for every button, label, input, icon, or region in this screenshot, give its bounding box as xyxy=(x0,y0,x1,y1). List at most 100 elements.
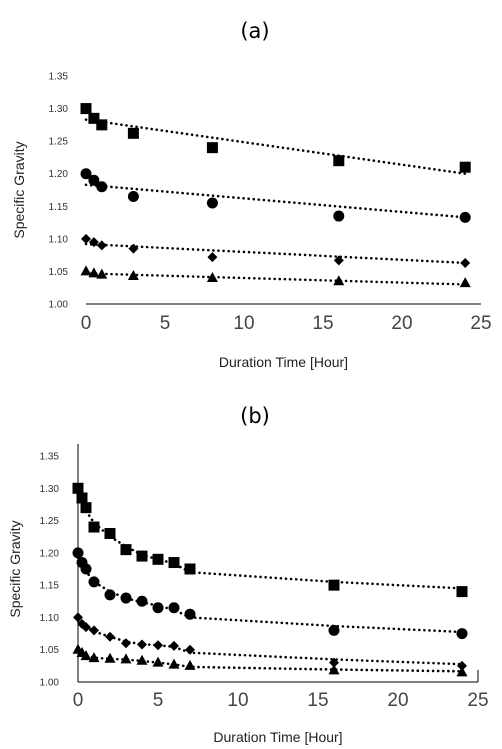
point-square xyxy=(127,127,139,139)
point-square xyxy=(333,155,345,167)
x-tick-label: 25 xyxy=(470,313,491,334)
y-tick-label: 1.25 xyxy=(49,137,69,148)
point-square xyxy=(184,563,196,575)
x-tick-label: 20 xyxy=(387,690,408,711)
y-tick-label: 1.05 xyxy=(49,267,69,278)
point-square xyxy=(328,579,340,591)
x-tick-label: 0 xyxy=(73,690,84,711)
point-square xyxy=(80,103,92,115)
point-square xyxy=(104,527,116,539)
point-diamond xyxy=(137,639,147,650)
point-circle xyxy=(88,576,100,588)
point-square xyxy=(88,112,100,124)
point-square xyxy=(456,586,468,598)
point-triangle xyxy=(96,268,108,279)
point-circle xyxy=(456,628,468,640)
chart-panel-b: (b) 1.00 1.05 1.10 1.15 1.20 1.25 1.30 1.35 0 5 10 1… xyxy=(7,404,489,745)
point-circle xyxy=(120,592,132,604)
y-tick-label: 1.35 xyxy=(49,72,69,83)
trendline-circle xyxy=(84,183,467,219)
point-circle xyxy=(206,197,218,209)
panel-label: (b) xyxy=(240,404,270,428)
x-axis-title: Duration Time [Hour] xyxy=(213,729,342,745)
trendline-square xyxy=(84,118,467,176)
point-diamond xyxy=(457,660,467,671)
point-triangle xyxy=(333,275,345,286)
y-axis-title: Specific Gravity xyxy=(7,520,23,617)
trendline-diamond xyxy=(84,242,467,265)
point-triangle xyxy=(136,654,148,665)
y-tick-label: 1.30 xyxy=(49,104,69,115)
point-circle xyxy=(333,210,345,222)
point-circle xyxy=(136,595,148,607)
point-diamond xyxy=(329,657,339,668)
point-diamond xyxy=(96,240,107,251)
y-axis-title: Specific Gravity xyxy=(11,141,27,238)
y-tick-label: 1.20 xyxy=(49,169,69,180)
point-triangle xyxy=(459,277,471,288)
trendline-triangle xyxy=(84,272,467,286)
point-triangle xyxy=(80,265,92,276)
x-tick-label: 0 xyxy=(81,313,92,334)
x-tick-label: 15 xyxy=(307,690,328,711)
point-square xyxy=(459,161,471,173)
point-triangle xyxy=(206,271,218,282)
point-circle xyxy=(88,174,100,186)
trendline-triangle xyxy=(76,650,464,673)
y-tick-label: 1.25 xyxy=(40,516,60,527)
point-diamond xyxy=(89,625,99,636)
point-triangle xyxy=(88,652,100,663)
point-triangle xyxy=(152,656,164,667)
trendline-circle xyxy=(76,556,464,634)
point-square xyxy=(120,544,132,556)
point-square xyxy=(76,492,88,504)
point-triangle xyxy=(88,267,100,278)
point-circle xyxy=(96,181,108,193)
point-triangle xyxy=(328,664,340,675)
point-circle xyxy=(104,589,116,601)
chart-panel-a: (a) 1.00 1.05 1.10 1.15 1.20 1.25 1.30 1.35 0 5 10 1… xyxy=(11,19,492,370)
point-diamond xyxy=(460,257,471,268)
point-square xyxy=(80,502,92,514)
point-diamond xyxy=(121,638,131,649)
point-circle xyxy=(459,211,471,223)
point-diamond xyxy=(185,644,195,655)
point-diamond xyxy=(207,252,218,263)
point-circle xyxy=(80,563,92,575)
point-circle xyxy=(184,608,196,620)
point-square xyxy=(136,550,148,562)
panel-label: (a) xyxy=(240,19,269,43)
point-diamond xyxy=(169,640,179,651)
point-triangle xyxy=(104,652,116,663)
x-tick-label: 5 xyxy=(153,690,164,711)
point-diamond xyxy=(105,631,115,642)
point-circle xyxy=(152,602,164,614)
point-circle xyxy=(72,547,84,559)
point-triangle xyxy=(168,658,180,669)
x-tick-label: 15 xyxy=(312,313,333,334)
point-triangle xyxy=(120,653,132,664)
point-circle xyxy=(328,624,340,636)
point-triangle xyxy=(456,666,468,677)
point-square xyxy=(168,557,180,569)
y-tick-label: 1.15 xyxy=(40,581,60,592)
y-tick-label: 1.15 xyxy=(49,202,69,213)
x-tick-label: 10 xyxy=(233,313,254,334)
y-tick-label: 1.20 xyxy=(40,548,60,559)
y-tick-label: 1.30 xyxy=(40,484,60,495)
point-triangle xyxy=(184,659,196,670)
x-tick-label: 25 xyxy=(467,690,488,711)
point-triangle xyxy=(80,650,92,661)
point-square xyxy=(72,482,84,494)
y-tick-label: 1.10 xyxy=(40,613,60,624)
point-square xyxy=(96,119,108,131)
trendline-diamond xyxy=(76,619,464,666)
point-square xyxy=(88,521,100,533)
y-tick-label: 1.35 xyxy=(40,452,60,463)
point-diamond xyxy=(81,622,91,633)
point-diamond xyxy=(73,612,83,623)
point-circle xyxy=(127,191,139,203)
x-tick-label: 5 xyxy=(160,313,171,334)
trendline-square xyxy=(76,491,464,590)
